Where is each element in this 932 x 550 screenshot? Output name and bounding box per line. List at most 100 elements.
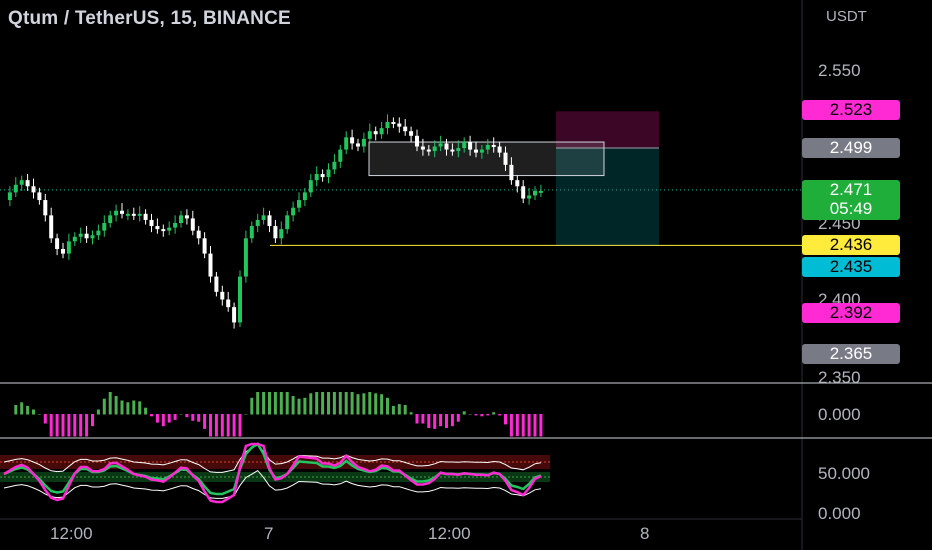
histogram-bar — [327, 392, 330, 415]
histogram-bar — [203, 414, 207, 429]
histogram-bar — [91, 414, 94, 427]
candle-body — [485, 144, 490, 150]
candle-body — [37, 192, 42, 201]
histogram-bar — [250, 397, 254, 415]
candle-body — [179, 215, 183, 223]
candle-body — [96, 230, 101, 236]
candle-body — [161, 229, 166, 232]
candle-body — [521, 186, 526, 199]
histogram-bar — [126, 402, 130, 415]
candle-body — [155, 226, 160, 230]
histogram-bar — [150, 414, 153, 417]
candle-body — [190, 218, 195, 231]
price-tick-2550: 2.550 — [818, 61, 861, 80]
indicator2-zero-label: 0.000 — [818, 504, 861, 523]
histogram-bar — [415, 414, 419, 424]
histogram-bar — [79, 414, 83, 437]
histogram-bar — [338, 392, 342, 415]
histogram-bar — [315, 392, 319, 415]
candle-body — [338, 149, 343, 162]
histogram-bar — [102, 398, 106, 415]
candle-body — [432, 146, 437, 152]
candle-body — [491, 144, 496, 147]
price-tick-2350: 2.350 — [818, 368, 861, 387]
candle-body — [131, 213, 136, 216]
histogram-bar — [144, 407, 148, 415]
candle-body — [84, 233, 89, 239]
histogram-bar — [509, 414, 513, 437]
candle-body — [61, 249, 65, 254]
histogram-bar — [268, 392, 271, 415]
histogram-bar — [533, 414, 537, 437]
histogram-bar — [244, 414, 248, 415]
histogram-bar — [37, 414, 41, 415]
low-price-tag: 2.392 — [802, 303, 900, 323]
candle-body — [220, 291, 225, 300]
candle-body — [314, 174, 319, 181]
candle-body — [72, 236, 77, 242]
histogram-bar — [321, 392, 325, 415]
position-reward-zone — [556, 148, 659, 246]
histogram-bar — [43, 414, 47, 424]
candle-body — [403, 126, 408, 132]
candle-body — [90, 235, 95, 239]
candle-body — [114, 210, 119, 216]
candle-body — [102, 223, 107, 231]
candle-body — [291, 207, 296, 216]
candle-body — [137, 213, 142, 216]
histogram-bar — [386, 397, 389, 415]
candle-body — [196, 230, 201, 239]
candle-body — [279, 229, 284, 239]
candle-body — [173, 223, 178, 228]
histogram-bar — [285, 392, 289, 415]
time-label-8: 8 — [640, 524, 650, 543]
candle-body — [267, 215, 272, 227]
candle-body — [361, 138, 366, 147]
candle-body — [243, 238, 248, 277]
histogram-bar — [368, 392, 372, 415]
histogram-bar — [55, 414, 59, 437]
candle-body — [479, 149, 484, 153]
candle-body — [108, 215, 113, 223]
histogram-bar — [527, 414, 531, 437]
candle-body — [43, 200, 48, 216]
histogram-bar — [380, 394, 384, 415]
histogram-bar — [32, 409, 35, 415]
histogram-bar — [238, 414, 242, 437]
candle-body — [456, 148, 461, 152]
histogram-bar — [403, 405, 407, 415]
histogram-bar — [332, 392, 336, 415]
histogram-bar — [173, 414, 177, 420]
histogram-bar — [391, 405, 395, 415]
candle-body — [208, 253, 213, 277]
indicator1-zero-label: 0.000 — [818, 405, 861, 424]
candle-body — [397, 123, 402, 127]
candle-body — [238, 276, 242, 323]
histogram-bar — [138, 401, 142, 415]
histogram-bar — [356, 394, 360, 415]
candle-body — [468, 141, 473, 150]
histogram-bar — [197, 414, 201, 422]
candle-body — [474, 149, 478, 153]
histogram-bar — [450, 414, 454, 427]
histogram-bar — [521, 414, 525, 437]
histogram-bar — [214, 414, 218, 437]
last-price-tag: 2.471 05:49 — [802, 180, 900, 220]
time-label-1200-b: 12:00 — [428, 524, 471, 543]
histogram-bar — [20, 402, 24, 415]
histogram-bar — [303, 397, 307, 415]
candle-body — [302, 192, 307, 201]
candle-body — [255, 219, 260, 227]
candle-body — [273, 226, 278, 239]
candle-body — [78, 233, 83, 237]
price-currency-label: USDT — [826, 8, 867, 25]
histogram-bar — [350, 392, 354, 415]
histogram-bar — [492, 412, 496, 415]
histogram-bar — [291, 396, 295, 415]
oscillator-lower-band — [3, 469, 541, 499]
candle-body — [202, 238, 207, 254]
candle-body — [373, 131, 378, 135]
histogram-bar — [433, 414, 437, 429]
